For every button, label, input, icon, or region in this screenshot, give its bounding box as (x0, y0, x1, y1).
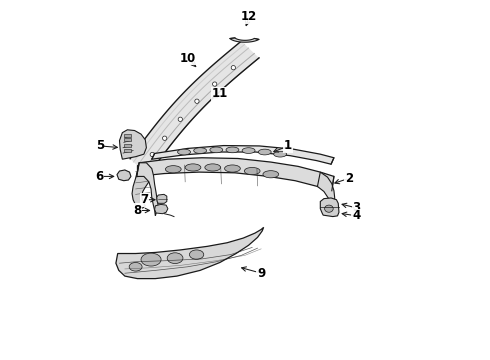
Bar (124, 149, 131, 152)
Ellipse shape (231, 66, 236, 70)
Text: 5: 5 (96, 139, 104, 152)
Text: 7: 7 (141, 193, 148, 206)
Polygon shape (117, 170, 131, 181)
Ellipse shape (245, 167, 260, 175)
Polygon shape (116, 227, 264, 279)
Ellipse shape (258, 149, 271, 155)
Polygon shape (152, 145, 334, 164)
Ellipse shape (178, 117, 182, 121)
Text: 3: 3 (352, 202, 360, 215)
Ellipse shape (194, 148, 207, 153)
Ellipse shape (141, 253, 161, 266)
Polygon shape (230, 38, 259, 42)
Text: 8: 8 (133, 204, 142, 217)
Polygon shape (120, 130, 147, 159)
Bar (124, 138, 131, 141)
Polygon shape (155, 204, 168, 214)
Polygon shape (318, 172, 335, 216)
Text: 11: 11 (212, 87, 228, 100)
Ellipse shape (324, 205, 333, 212)
Ellipse shape (190, 250, 204, 259)
Ellipse shape (150, 152, 154, 157)
Ellipse shape (274, 151, 287, 157)
Polygon shape (137, 158, 334, 191)
Ellipse shape (213, 82, 217, 86)
Polygon shape (130, 41, 259, 176)
Ellipse shape (263, 171, 279, 178)
Ellipse shape (163, 136, 167, 140)
Text: 9: 9 (257, 267, 265, 280)
Polygon shape (137, 163, 158, 216)
Ellipse shape (129, 262, 142, 271)
Bar (124, 144, 131, 147)
Ellipse shape (166, 166, 181, 173)
Ellipse shape (226, 147, 239, 153)
Ellipse shape (177, 149, 191, 155)
Polygon shape (132, 163, 152, 208)
Text: 10: 10 (179, 51, 196, 64)
Ellipse shape (195, 99, 199, 103)
Text: 1: 1 (284, 139, 292, 152)
Ellipse shape (224, 165, 240, 172)
Ellipse shape (167, 253, 183, 264)
Text: 12: 12 (241, 10, 257, 23)
Ellipse shape (210, 147, 223, 153)
Ellipse shape (185, 164, 201, 171)
Text: 2: 2 (345, 172, 353, 185)
Polygon shape (157, 194, 167, 203)
Text: 6: 6 (96, 170, 104, 183)
Bar (124, 134, 131, 137)
Ellipse shape (242, 148, 255, 153)
Ellipse shape (205, 164, 220, 171)
Text: 4: 4 (352, 210, 360, 222)
Polygon shape (320, 198, 339, 217)
